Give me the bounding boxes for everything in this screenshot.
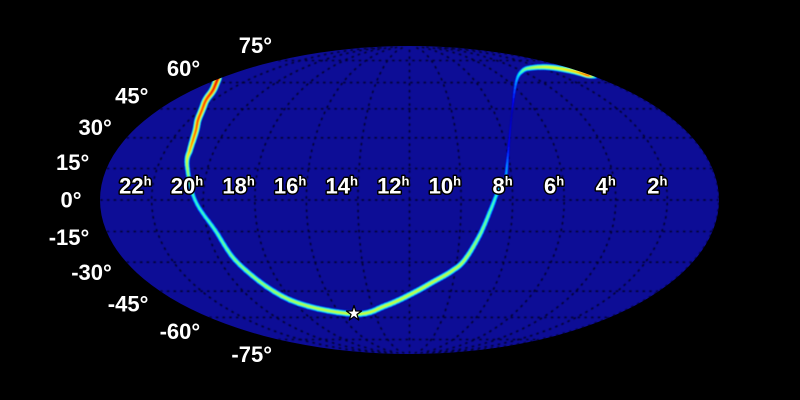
svg-text:-60°: -60°	[160, 319, 201, 344]
svg-text:-75°: -75°	[231, 342, 272, 367]
svg-text:-45°: -45°	[108, 292, 149, 317]
svg-text:45°: 45°	[115, 84, 148, 109]
svg-text:-15°: -15°	[49, 225, 90, 250]
svg-text:15°: 15°	[56, 150, 89, 175]
svg-text:0°: 0°	[60, 188, 81, 213]
svg-text:75°: 75°	[239, 33, 272, 58]
svg-text:-30°: -30°	[71, 260, 112, 285]
svg-text:60°: 60°	[167, 56, 200, 81]
svg-text:30°: 30°	[79, 115, 112, 140]
